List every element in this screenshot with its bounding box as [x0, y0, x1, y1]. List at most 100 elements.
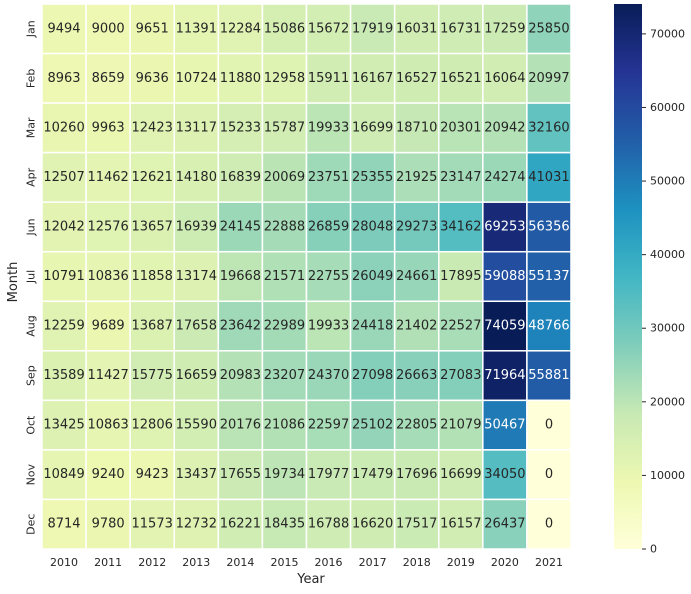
heatmap-cell-value: 26859 [308, 219, 349, 234]
y-tick-label: Dec [25, 514, 38, 535]
heatmap-cell-value: 17977 [308, 467, 349, 482]
heatmap-cell-value: 19734 [264, 467, 305, 482]
heatmap-cell-value: 8714 [47, 517, 80, 532]
heatmap-cell-value: 16527 [396, 71, 437, 86]
heatmap-cell [85, 52, 131, 104]
heatmap-cell [217, 52, 264, 104]
heatmap-cell [393, 52, 440, 104]
heatmap-cell-value: 13589 [43, 368, 84, 383]
y-tick-label: Mar [25, 117, 38, 138]
heatmap-cell-value: 26663 [396, 368, 437, 383]
heatmap-cell-value: 25102 [352, 418, 393, 433]
heatmap-cell [526, 102, 572, 154]
heatmap-cell [173, 52, 220, 104]
heatmap-cell [85, 300, 131, 352]
heatmap-cell [305, 449, 352, 501]
heatmap-cell-value: 9780 [92, 517, 125, 532]
heatmap-cell-value: 55137 [528, 269, 569, 284]
colorbar-tick-labels: 0 10000 20000 30000 40000 50000 60000 70000 [642, 27, 685, 556]
heatmap-cell [85, 201, 131, 253]
heatmap-cell-value: 12507 [43, 170, 84, 185]
heatmap-cell [41, 201, 87, 253]
colorbar-tick-label: 70000 [650, 27, 685, 40]
heatmap-cell-value: 24418 [352, 319, 393, 334]
heatmap-cell [349, 449, 396, 501]
heatmap-cell [482, 498, 528, 550]
heatmap-cell-value: 16620 [352, 517, 393, 532]
x-axis-title: Year [296, 572, 325, 587]
heatmap-cell [482, 52, 528, 104]
heatmap-cell-value: 48766 [528, 319, 569, 334]
x-tick-label: 2019 [447, 556, 475, 569]
heatmap-cell-value: 10791 [43, 269, 84, 284]
heatmap-cell-value: 25355 [352, 170, 393, 185]
heatmap-cell-value: 12284 [220, 21, 261, 36]
x-tick-label: 2012 [138, 556, 166, 569]
heatmap-cell-value: 15911 [308, 71, 349, 86]
heatmap-cell-value: 41031 [528, 170, 569, 185]
colorbar-tick-label: 10000 [650, 469, 685, 482]
heatmap-cell-value: 20069 [264, 170, 305, 185]
heatmap-cell-value: 24661 [396, 269, 437, 284]
heatmap-cell [482, 350, 528, 402]
heatmap-cell [349, 3, 396, 55]
heatmap-cell-value: 56356 [528, 219, 569, 234]
heatmap-cell [438, 151, 484, 203]
heatmap-cell-value: 9651 [136, 21, 169, 36]
heatmap-cell [305, 350, 352, 402]
heatmap-cell-value: 16939 [176, 219, 217, 234]
heatmap-cell-value: 26049 [352, 269, 393, 284]
heatmap-cell-labels: 9494 9000 9651 11391 12284 15086 15672 17919 160… [43, 21, 569, 531]
heatmap-cell [41, 3, 87, 55]
heatmap-cell-value: 12806 [132, 418, 173, 433]
heatmap-cell [482, 151, 528, 203]
heatmap-cell-value: 9000 [92, 21, 125, 36]
heatmap-cell-value: 17696 [396, 467, 437, 482]
heatmap-cell-value: 16659 [176, 368, 217, 383]
heatmap-cell [393, 399, 440, 451]
heatmap-cell-value: 16839 [220, 170, 261, 185]
heatmap-cell [438, 52, 484, 104]
heatmap-cell-value: 18710 [396, 120, 437, 135]
y-tick-label: Jul [25, 270, 38, 284]
heatmap-cell-value: 17658 [176, 319, 217, 334]
heatmap-cell [85, 498, 131, 550]
heatmap-cell [129, 300, 176, 352]
heatmap-cell [526, 250, 572, 303]
colorbar-tick-label: 0 [650, 543, 657, 556]
heatmap-cell-value: 22989 [264, 319, 305, 334]
heatmap-cells [41, 3, 572, 550]
heatmap-cell-value: 11880 [220, 71, 261, 86]
heatmap-cell [349, 201, 396, 253]
y-tick-label: Aug [25, 315, 38, 336]
x-tick-label: 2016 [315, 556, 343, 569]
heatmap-cell [438, 498, 484, 550]
x-axis-tick-labels: 2010 2011 2012 2013 2014 2015 2016 2017 2018 2019… [50, 556, 563, 569]
heatmap-cell [41, 151, 87, 203]
heatmap-cell-value: 27083 [440, 368, 481, 383]
heatmap-cell [349, 52, 396, 104]
heatmap-cell [349, 399, 396, 451]
colorbar-tick-label: 30000 [650, 322, 685, 335]
colorbar-tick-label: 40000 [650, 248, 685, 261]
heatmap-cell-value: 17259 [484, 21, 525, 36]
x-tick-label: 2021 [535, 556, 563, 569]
y-tick-label: Apr [25, 167, 38, 187]
heatmap-cell-value: 9494 [47, 21, 80, 36]
heatmap-cell-value: 22597 [308, 418, 349, 433]
heatmap-cell [85, 3, 131, 55]
heatmap-cell [526, 399, 572, 451]
heatmap-cell-value: 14180 [176, 170, 217, 185]
x-tick-label: 2020 [491, 556, 519, 569]
heatmap-cell [41, 300, 87, 352]
heatmap-cell-value: 22805 [396, 418, 437, 433]
heatmap-cell [438, 3, 484, 55]
heatmap-cell [526, 449, 572, 501]
heatmap-cell [217, 201, 264, 253]
heatmap-cell-value: 15590 [176, 418, 217, 433]
heatmap-cell [129, 102, 176, 154]
heatmap-cell [393, 250, 440, 303]
heatmap-cell-value: 12621 [132, 170, 173, 185]
heatmap-cell [526, 52, 572, 104]
heatmap-cell-value: 11573 [132, 517, 173, 532]
